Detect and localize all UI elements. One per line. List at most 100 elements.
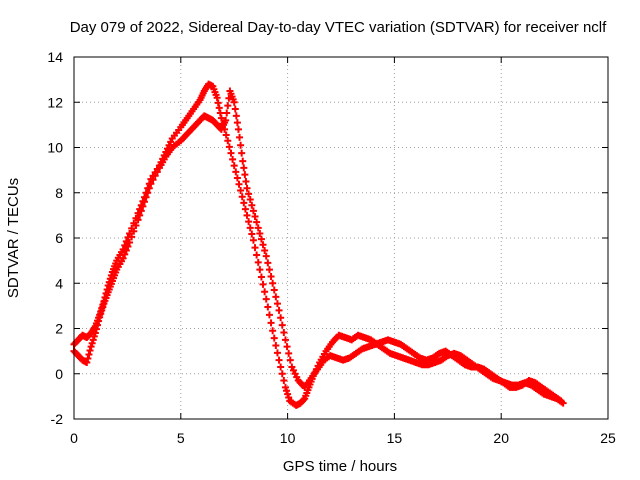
y-tick-label: 6 xyxy=(55,230,63,246)
x-tick-label: 25 xyxy=(600,430,616,446)
data-point xyxy=(257,273,265,281)
data-point xyxy=(235,180,243,188)
data-point xyxy=(95,317,103,325)
data-point xyxy=(253,251,261,259)
y-tick-label: 8 xyxy=(55,185,63,201)
data-point xyxy=(126,239,134,247)
data-point xyxy=(132,222,140,230)
data-point xyxy=(130,227,138,235)
data-point xyxy=(142,193,150,201)
data-point xyxy=(286,356,294,364)
x-axis-label: GPS time / hours xyxy=(283,458,397,475)
data-point xyxy=(267,319,275,327)
data-point xyxy=(256,229,264,237)
data-point xyxy=(89,336,97,344)
data-point xyxy=(144,189,152,197)
data-point xyxy=(243,211,251,219)
data-point xyxy=(87,343,95,351)
data-point xyxy=(96,313,104,321)
data-point xyxy=(257,235,265,243)
data-point xyxy=(134,216,142,224)
grid-lines xyxy=(74,57,608,419)
data-point xyxy=(92,325,100,333)
data-point xyxy=(225,143,233,151)
data-point xyxy=(85,351,93,359)
data-point xyxy=(147,180,155,188)
data-point xyxy=(145,184,153,192)
data-point xyxy=(93,321,101,329)
data-point xyxy=(236,133,244,141)
data-point xyxy=(124,242,132,250)
data-point xyxy=(122,246,130,254)
data-point xyxy=(269,327,277,335)
data-point xyxy=(222,131,230,139)
data-point xyxy=(217,114,225,122)
data-point xyxy=(278,370,286,378)
data-point xyxy=(137,207,145,215)
x-tick-label: 0 xyxy=(70,430,78,446)
data-point xyxy=(264,259,272,267)
data-point xyxy=(265,311,273,319)
x-tick-label: 5 xyxy=(177,430,185,446)
data-point xyxy=(270,334,278,342)
data-point xyxy=(227,149,235,157)
y-axis-label: SDTVAR / TECUs xyxy=(5,178,22,298)
data-point xyxy=(265,266,273,274)
data-point xyxy=(240,199,248,207)
data-point xyxy=(277,363,285,371)
data-point xyxy=(91,329,99,337)
data-points xyxy=(70,80,567,409)
data-point xyxy=(254,224,262,232)
data-point xyxy=(121,250,129,258)
y-tick-label: 2 xyxy=(55,321,63,337)
data-point xyxy=(237,141,245,149)
data-point xyxy=(251,244,259,252)
data-point xyxy=(273,349,281,357)
x-tick-label: 15 xyxy=(387,430,403,446)
data-point xyxy=(259,280,267,288)
data-point xyxy=(270,286,278,294)
data-point xyxy=(128,233,136,241)
data-point xyxy=(264,303,272,311)
data-point xyxy=(285,349,293,357)
data-point xyxy=(242,177,250,185)
data-point xyxy=(119,254,127,262)
data-point xyxy=(98,306,106,314)
data-point xyxy=(241,171,249,179)
data-point xyxy=(281,383,289,391)
y-tick-label: 12 xyxy=(47,94,63,110)
data-point xyxy=(245,218,253,226)
data-point xyxy=(229,155,237,163)
data-point xyxy=(88,339,96,347)
data-point xyxy=(214,99,222,107)
x-tick-label: 10 xyxy=(280,430,296,446)
data-point xyxy=(281,336,289,344)
data-point xyxy=(275,356,283,364)
data-point xyxy=(234,125,242,133)
data-point xyxy=(231,105,239,113)
y-tick-label: 4 xyxy=(55,275,63,291)
data-point xyxy=(269,279,277,287)
data-point xyxy=(239,157,247,165)
data-point xyxy=(97,310,105,318)
data-point xyxy=(285,394,293,402)
data-point xyxy=(233,119,241,127)
y-tick-label: 10 xyxy=(47,140,63,156)
data-point xyxy=(273,300,281,308)
data-point xyxy=(99,303,107,311)
data-point xyxy=(215,104,223,112)
data-point xyxy=(237,186,245,194)
data-point xyxy=(230,98,238,106)
y-tick-label: 0 xyxy=(55,366,63,382)
data-point xyxy=(248,230,256,238)
data-point xyxy=(259,241,267,249)
data-point xyxy=(232,112,240,120)
data-point xyxy=(238,149,246,157)
data-point xyxy=(249,207,257,215)
series-track-B xyxy=(70,87,565,405)
data-point xyxy=(153,168,161,176)
data-point xyxy=(277,314,285,322)
data-point xyxy=(261,246,269,254)
